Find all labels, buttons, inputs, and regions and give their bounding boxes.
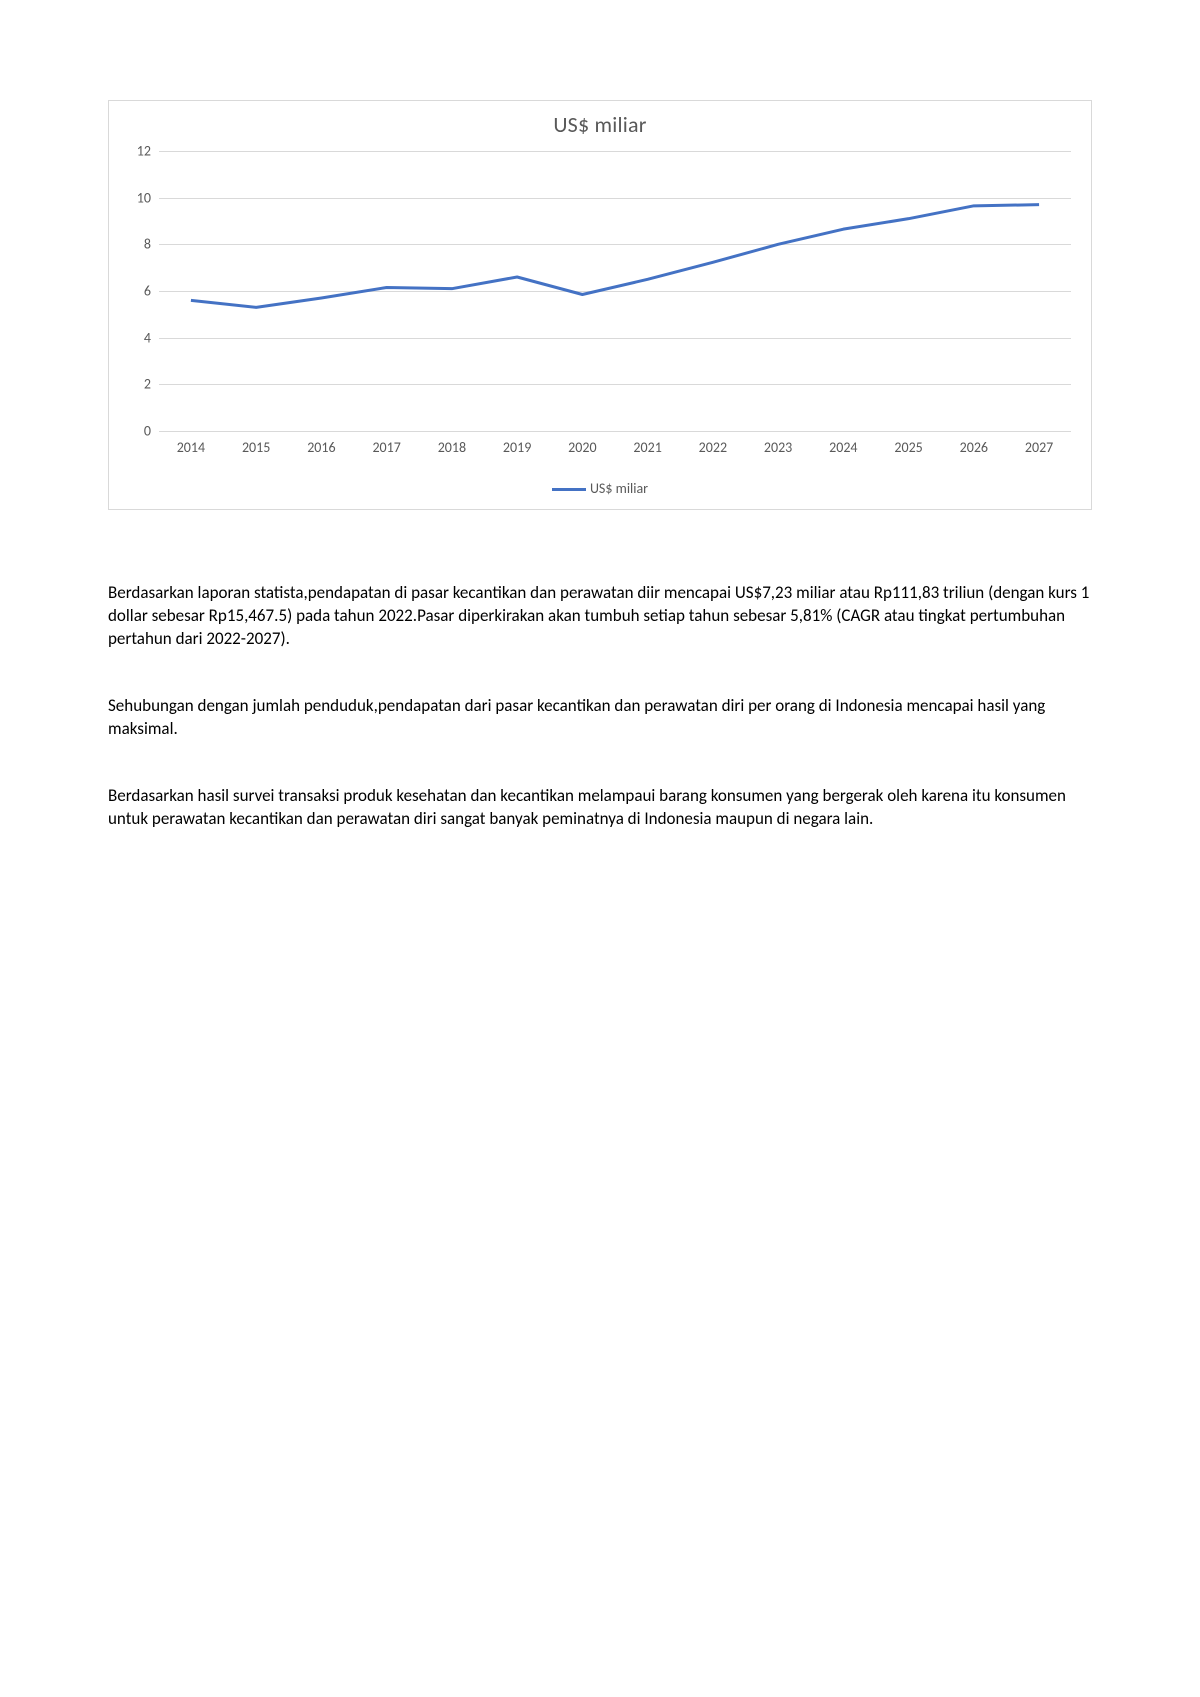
chart-line-icon	[159, 151, 1071, 431]
y-tick-label: 2	[144, 376, 159, 393]
plot-area: 0246810122014201520162017201820192020202…	[159, 151, 1071, 431]
body-text: Berdasarkan laporan statista,pendapatan …	[108, 582, 1092, 831]
x-tick-label: 2025	[894, 431, 922, 456]
paragraph: Sehubungan dengan jumlah penduduk,pendap…	[108, 695, 1092, 741]
legend-label: US$ miliar	[590, 480, 648, 497]
paragraph: Berdasarkan hasil survei transaksi produ…	[108, 785, 1092, 831]
x-tick-label: 2021	[633, 431, 661, 456]
x-tick-label: 2022	[699, 431, 727, 456]
x-tick-label: 2018	[438, 431, 466, 456]
x-tick-label: 2023	[764, 431, 792, 456]
legend-swatch	[552, 488, 586, 491]
y-tick-label: 10	[137, 189, 159, 206]
x-tick-label: 2024	[829, 431, 857, 456]
chart-legend: US$ miliar	[109, 480, 1091, 497]
x-tick-label: 2014	[177, 431, 205, 456]
x-tick-label: 2020	[568, 431, 596, 456]
x-tick-label: 2027	[1025, 431, 1053, 456]
y-tick-label: 6	[144, 283, 159, 300]
x-tick-label: 2026	[960, 431, 988, 456]
x-tick-label: 2019	[503, 431, 531, 456]
y-tick-label: 8	[144, 236, 159, 253]
y-tick-label: 4	[144, 329, 159, 346]
x-tick-label: 2016	[307, 431, 335, 456]
chart-title: US$ miliar	[109, 101, 1091, 138]
line-chart: US$ miliar 02468101220142015201620172018…	[108, 100, 1092, 510]
y-tick-label: 0	[144, 423, 159, 440]
page: US$ miliar 02468101220142015201620172018…	[0, 0, 1200, 995]
x-tick-label: 2015	[242, 431, 270, 456]
x-tick-label: 2017	[372, 431, 400, 456]
gridline	[159, 431, 1071, 432]
y-tick-label: 12	[137, 143, 159, 160]
paragraph: Berdasarkan laporan statista,pendapatan …	[108, 582, 1092, 651]
